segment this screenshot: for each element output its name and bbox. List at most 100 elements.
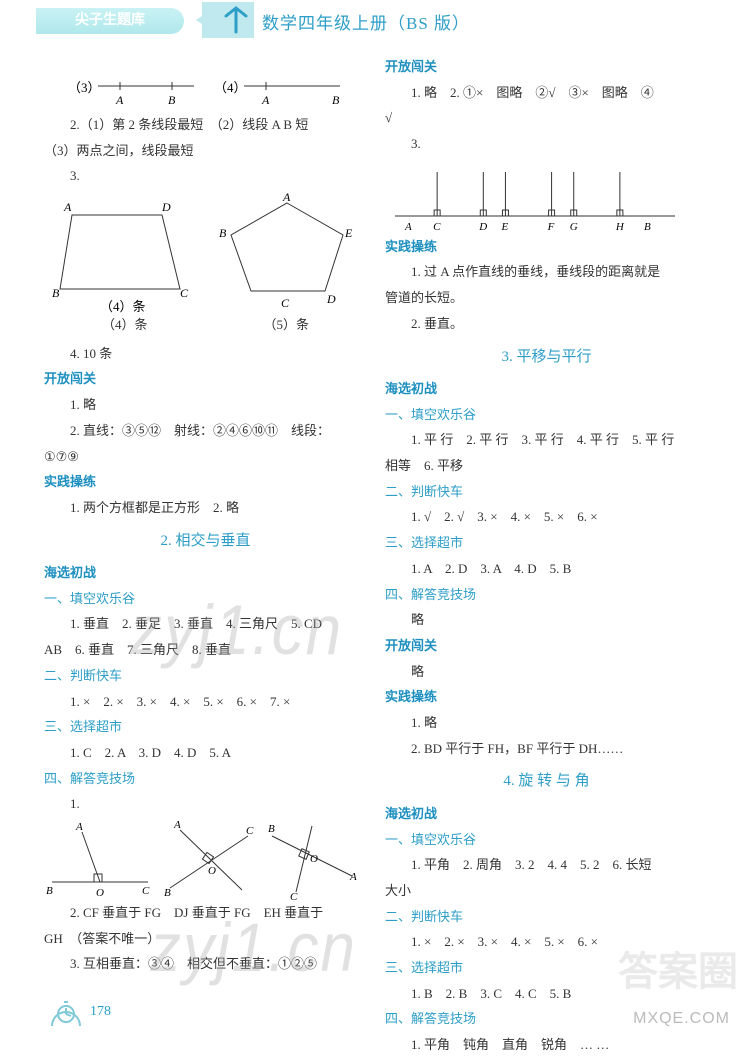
arrow-icon — [196, 2, 254, 38]
sub-title: 二、判断快车 — [385, 480, 708, 505]
section-title: 开放闯关 — [385, 55, 708, 80]
text: GH （答案不唯一） — [44, 927, 367, 952]
section-title: 开放闯关 — [385, 634, 708, 659]
svg-text:O: O — [208, 865, 216, 877]
sub-title: 三、选择超市 — [385, 531, 708, 556]
text: 2. 直线：③⑤⑫ 射线：②④⑥⑩⑪ 线段： — [44, 419, 367, 444]
svg-text:A: A — [75, 821, 83, 833]
book-title: 数学四年级上册（BS 版） — [262, 8, 470, 40]
text: 2. BD 平行于 FH，BF 平行于 DH…… — [385, 737, 708, 762]
text: 1. 略 — [385, 711, 708, 736]
svg-text:D: D — [326, 292, 336, 306]
text: 1. B 2. B 3. C 4. C 5. B — [385, 982, 708, 1007]
section-title: 开放闯关 — [44, 367, 367, 392]
text: √ — [385, 106, 708, 131]
text: ①⑦⑨ — [44, 445, 367, 470]
svg-text:E: E — [344, 226, 353, 240]
text: 1. C 2. A 3. D 4. D 5. A — [44, 741, 367, 766]
text: 2. 垂直。 — [385, 312, 708, 337]
svg-text:G: G — [570, 221, 578, 233]
text: 1. A 2. D 3. A 4. D 5. B — [385, 557, 708, 582]
text: 1. 垂直 2. 垂足 3. 垂直 4. 三角尺 5. CD — [44, 612, 367, 637]
text: 1. 略 — [44, 393, 367, 418]
site-url: MXQE.COM — [633, 1004, 730, 1034]
svg-text:B: B — [52, 286, 60, 300]
sub-title: 一、填空欢乐谷 — [44, 587, 367, 612]
quad-diagram: A D B C （4）条 — [50, 193, 200, 313]
page-footer: 178 — [48, 994, 111, 1030]
sub-title: 三、选择超市 — [385, 956, 708, 981]
svg-text:O: O — [310, 853, 318, 865]
svg-text:B: B — [332, 93, 340, 107]
svg-text:A: A — [173, 819, 181, 831]
text: 大小 — [385, 879, 708, 904]
svg-text:B: B — [268, 823, 275, 835]
left-column: （3） A B （4） A B 2.（1）第 2 条线段最短 （2）线段 A B… — [44, 54, 367, 1059]
section-title: 海选初战 — [44, 561, 367, 586]
text: 1. √ 2. √ 3. × 4. × 5. × 6. × — [385, 505, 708, 530]
svg-text:A: A — [404, 221, 412, 233]
sub-title: 一、填空欢乐谷 — [385, 828, 708, 853]
section-heading: 3. 平移与平行 — [385, 343, 708, 372]
text: 4. 10 条 — [44, 342, 367, 367]
svg-text:A: A — [282, 193, 291, 204]
text: 略 — [385, 660, 708, 685]
sub-title: 四、解答竞技场 — [44, 767, 367, 792]
text: 1. 平角 钝角 直角 锐角 … … — [385, 1033, 708, 1058]
text: 1. × 2. × 3. × 4. × 5. × 6. × 7. × — [44, 690, 367, 715]
svg-text:D: D — [478, 221, 487, 233]
svg-text:C: C — [180, 286, 189, 300]
text: 管道的长短。 — [385, 286, 708, 311]
svg-text:A: A — [115, 93, 124, 107]
svg-text:（4）: （4） — [214, 80, 247, 95]
text: 相等 6. 平移 — [385, 454, 708, 479]
series-tab: 尖子生题库 — [36, 8, 184, 34]
section-heading: 2. 相交与垂直 — [44, 527, 367, 556]
pentagon-diagram: A E D C B — [211, 193, 361, 313]
text: 1. 略 2. ①× 图略 ②√ ③× 图略 ④ — [385, 81, 708, 106]
right-column: 开放闯关 1. 略 2. ①× 图略 ②√ ③× 图略 ④ √ 3. A C D E F… — [385, 54, 708, 1059]
sub-title: 三、选择超市 — [44, 715, 367, 740]
sub-title: 四、解答竞技场 — [385, 583, 708, 608]
svg-text:E: E — [500, 221, 508, 233]
svg-text:O: O — [96, 887, 104, 899]
svg-text:B: B — [644, 221, 651, 233]
sub-title: 一、填空欢乐谷 — [385, 403, 708, 428]
section-title: 海选初战 — [385, 377, 708, 402]
page-number: 178 — [90, 999, 111, 1026]
section-heading: 4. 旋 转 与 角 — [385, 767, 708, 796]
text: 3. 互相垂直：③④ 相交但不垂直：①②⑤ — [44, 952, 367, 977]
perp-diagrams: A B C O C A B O B A C O — [44, 818, 364, 900]
text: 1. 两个方框都是正方形 2. 略 — [44, 496, 367, 521]
svg-text:C: C — [142, 885, 150, 897]
svg-text:D: D — [161, 200, 171, 214]
page-header: 尖子生题库 数学四年级上册（BS 版） — [44, 0, 708, 54]
sub-title: 二、判断快车 — [44, 664, 367, 689]
number-line-diagram: ACDEFGHB — [385, 158, 685, 234]
svg-text:C: C — [290, 891, 298, 900]
text: （3）两点之间，线段最短 — [44, 139, 367, 164]
caption: （4）条 — [102, 313, 148, 338]
segments-diagram: （3） A B （4） A B — [44, 54, 364, 112]
text: AB 6. 垂直 7. 三角尺 8. 垂直 — [44, 638, 367, 663]
text: 1. 平 行 2. 平 行 3. 平 行 4. 平 行 5. 平 行 — [385, 428, 708, 453]
text: 3. — [385, 132, 708, 157]
text: 2. CF 垂直于 FG DJ 垂直于 FG EH 垂直于 — [44, 901, 367, 926]
svg-text:A: A — [63, 200, 72, 214]
svg-text:C: C — [433, 221, 441, 233]
text: 3. — [44, 164, 367, 189]
section-title: 海选初战 — [385, 802, 708, 827]
clock-icon — [48, 994, 84, 1030]
svg-text:C: C — [281, 296, 290, 310]
svg-text:F: F — [547, 221, 555, 233]
svg-text:B: B — [219, 226, 227, 240]
svg-text:A: A — [261, 93, 270, 107]
caption: （5）条 — [263, 313, 309, 338]
section-title: 实践操练 — [385, 685, 708, 710]
svg-text:（3）: （3） — [68, 80, 101, 95]
text: 1. 平角 2. 周角 3. 2 4. 4 5. 2 6. 长短 — [385, 853, 708, 878]
text: 2.（1）第 2 条线段最短 （2）线段 A B 短 — [44, 113, 367, 138]
svg-text:C: C — [246, 825, 254, 837]
svg-text:B: B — [164, 887, 171, 899]
text: 1. 过 A 点作直线的垂线，垂线段的距离就是 — [385, 260, 708, 285]
